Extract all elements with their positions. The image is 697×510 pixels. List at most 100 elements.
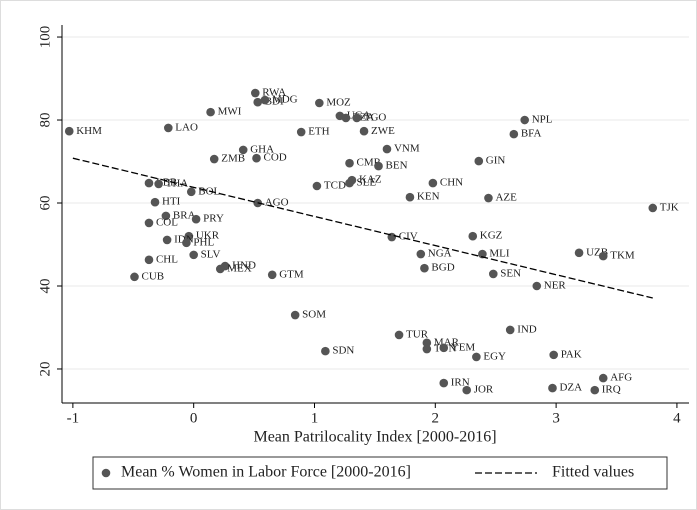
point-label: SLE — [357, 177, 377, 189]
point-label: ETH — [308, 126, 329, 138]
point — [144, 255, 154, 265]
legend-box — [92, 456, 668, 490]
y-tick-label: 80 — [37, 113, 53, 128]
point — [250, 88, 260, 98]
point-label: CHL — [156, 253, 178, 265]
point-label: AFG — [610, 372, 632, 384]
legend-marker — [101, 468, 111, 478]
x-axis-label: Mean Patrilocality Index [2000-2016] — [253, 429, 496, 446]
point-label: KGZ — [480, 230, 503, 242]
point — [462, 385, 472, 395]
point-label: NGA — [428, 248, 452, 260]
x-tick-label: 2 — [432, 410, 440, 426]
point-label: RWA — [262, 87, 286, 99]
point — [315, 98, 324, 108]
point — [422, 344, 432, 354]
point-label: GTM — [279, 268, 304, 280]
point — [154, 179, 163, 189]
point — [191, 214, 201, 224]
point-label: LAO — [175, 121, 198, 133]
point-label: TCD — [324, 180, 346, 192]
point — [359, 126, 369, 136]
point-label: VNM — [394, 143, 420, 155]
point-label: IRQ — [602, 384, 621, 396]
point-label: MOZ — [326, 97, 351, 109]
point-label: CIV — [399, 231, 418, 243]
x-tick-label: 1 — [311, 410, 319, 426]
point — [144, 218, 154, 228]
point — [478, 249, 487, 259]
point-label: COD — [264, 152, 287, 164]
point — [186, 187, 196, 197]
point — [474, 156, 484, 166]
point — [405, 192, 415, 202]
point-label: DZA — [559, 382, 582, 394]
point — [590, 385, 600, 395]
point — [290, 310, 300, 320]
point — [161, 211, 171, 221]
point — [532, 281, 542, 291]
point — [189, 250, 198, 260]
point — [144, 178, 154, 188]
point-label: BEN — [386, 160, 408, 172]
point-label: SLV — [201, 248, 221, 260]
point-label: KHM — [76, 125, 102, 137]
point — [382, 144, 392, 154]
x-tick-label: 4 — [673, 410, 681, 426]
point-label: IRN — [451, 377, 470, 389]
point-label: KEN — [417, 191, 440, 203]
point-label: HTI — [162, 196, 181, 208]
point — [598, 251, 608, 261]
point-label: MEX — [227, 263, 252, 275]
point — [150, 197, 160, 207]
y-tick-label: 100 — [37, 26, 53, 49]
point — [439, 343, 449, 353]
point-label: BFA — [521, 128, 542, 140]
point-label: KAZ — [359, 174, 382, 186]
point — [215, 264, 225, 274]
point — [420, 263, 429, 273]
point — [472, 352, 481, 362]
point — [130, 272, 139, 282]
legend-label: Mean % Women in Labor Force [2000-2016] — [121, 464, 411, 481]
point — [345, 178, 354, 188]
point — [253, 97, 263, 107]
y-tick-label: 40 — [37, 278, 53, 293]
point — [267, 270, 277, 280]
point — [549, 350, 558, 360]
point-label: SEN — [500, 267, 521, 279]
point-label: YEM — [451, 341, 476, 353]
point — [182, 238, 191, 248]
point — [321, 346, 330, 356]
point — [394, 330, 404, 340]
point — [352, 113, 362, 123]
point-label: BGD — [431, 262, 454, 274]
point — [509, 129, 519, 139]
point — [312, 181, 322, 191]
point-label: AZE — [495, 192, 517, 204]
point — [64, 126, 74, 136]
point — [209, 154, 219, 164]
point — [345, 158, 354, 168]
point — [416, 249, 426, 259]
point-label: ZMB — [221, 153, 245, 165]
point — [164, 123, 173, 133]
point-label: PRY — [203, 213, 224, 225]
point — [484, 193, 493, 203]
point-label: MWI — [218, 106, 242, 118]
point — [184, 231, 194, 241]
point-label: SDN — [332, 345, 354, 357]
point-label: IND — [517, 324, 537, 336]
point-label: TKM — [610, 250, 635, 262]
point — [505, 325, 515, 335]
point — [468, 231, 478, 241]
point — [439, 378, 449, 388]
point-label: EGY — [483, 350, 506, 362]
point-label: UKR — [196, 230, 220, 242]
point — [341, 113, 351, 123]
point — [206, 107, 215, 117]
point — [422, 338, 432, 348]
point-label: JOR — [474, 384, 494, 396]
point-label: ZWE — [371, 125, 395, 137]
legend-label: Fitted values — [552, 464, 634, 481]
